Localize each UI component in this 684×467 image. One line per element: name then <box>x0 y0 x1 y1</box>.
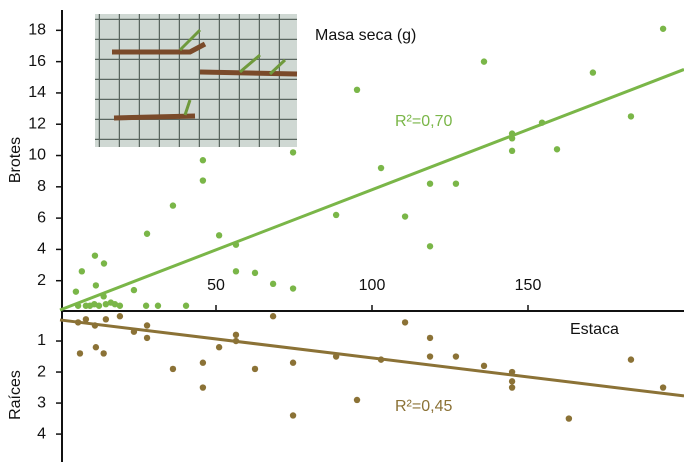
y-tick-label: 10 <box>28 147 46 164</box>
point <box>130 286 138 294</box>
point <box>353 396 361 404</box>
point <box>76 350 84 357</box>
point <box>82 316 90 323</box>
annotation: R²=0,70 <box>395 113 452 130</box>
x-tick-label: 100 <box>359 277 386 294</box>
point <box>92 344 100 351</box>
annotation: R²=0,45 <box>395 398 452 415</box>
point <box>92 282 100 289</box>
point <box>269 313 277 320</box>
point <box>377 164 385 172</box>
point <box>289 412 297 419</box>
point <box>251 365 259 373</box>
y-tick-label: 4 <box>37 425 46 442</box>
y-tick-label: 18 <box>28 22 46 39</box>
point <box>426 353 434 360</box>
point <box>480 58 488 65</box>
point <box>182 302 190 309</box>
point <box>100 350 107 357</box>
point <box>589 69 597 76</box>
point <box>426 334 434 342</box>
point <box>199 157 207 164</box>
point <box>659 25 667 32</box>
y-tick-label: 16 <box>28 53 46 70</box>
photo-inset <box>95 14 298 147</box>
point <box>401 213 409 220</box>
point <box>143 322 151 329</box>
y-tick-label: 8 <box>37 178 46 195</box>
point <box>215 344 223 351</box>
point <box>332 211 340 219</box>
point <box>169 202 177 209</box>
y-tick-label: 14 <box>28 84 46 101</box>
point <box>627 356 635 363</box>
point <box>169 365 177 373</box>
y-tick-label: 2 <box>37 272 46 289</box>
point <box>232 268 240 275</box>
point <box>565 415 573 422</box>
point <box>154 302 162 309</box>
x-tick-label: 150 <box>515 277 542 294</box>
x-axis-label: Estaca <box>570 321 619 338</box>
y-axis-label: Brotes <box>7 137 24 183</box>
point <box>102 316 110 323</box>
point <box>143 334 151 342</box>
point <box>116 302 124 309</box>
point <box>627 113 635 120</box>
y-tick-label: 3 <box>37 394 46 411</box>
point <box>353 86 361 94</box>
point <box>215 232 223 239</box>
y-tick-label: 6 <box>37 209 46 226</box>
point <box>480 362 488 370</box>
point <box>452 180 460 187</box>
point <box>142 302 150 309</box>
point <box>72 288 80 295</box>
x-tick-label: 50 <box>207 277 225 294</box>
trend-line <box>59 318 684 398</box>
point <box>289 285 297 292</box>
point <box>508 384 516 391</box>
point <box>426 180 434 187</box>
point <box>199 177 207 184</box>
point <box>111 300 119 308</box>
point <box>508 147 516 155</box>
point <box>78 268 86 275</box>
y-tick-label: 12 <box>28 115 46 132</box>
point <box>232 331 240 339</box>
point <box>143 230 151 237</box>
point <box>401 319 409 326</box>
point <box>269 280 277 288</box>
point <box>91 252 99 259</box>
point <box>452 353 460 360</box>
y-axis-label: Raíces <box>7 370 24 420</box>
point <box>289 149 297 156</box>
chart-title: Masa seca (g) <box>315 27 416 44</box>
point <box>553 146 561 153</box>
point <box>289 359 297 366</box>
point <box>95 302 103 309</box>
point <box>426 243 434 250</box>
point <box>199 359 207 366</box>
y-tick-label: 2 <box>37 363 46 380</box>
trend-line <box>59 68 684 312</box>
y-tick-label: 1 <box>37 332 46 349</box>
point <box>102 300 110 308</box>
y-tick-label: 4 <box>37 241 46 258</box>
point <box>100 260 108 267</box>
point <box>251 269 259 277</box>
point <box>508 378 516 385</box>
point <box>659 384 667 391</box>
point <box>116 313 124 320</box>
point <box>199 384 207 391</box>
